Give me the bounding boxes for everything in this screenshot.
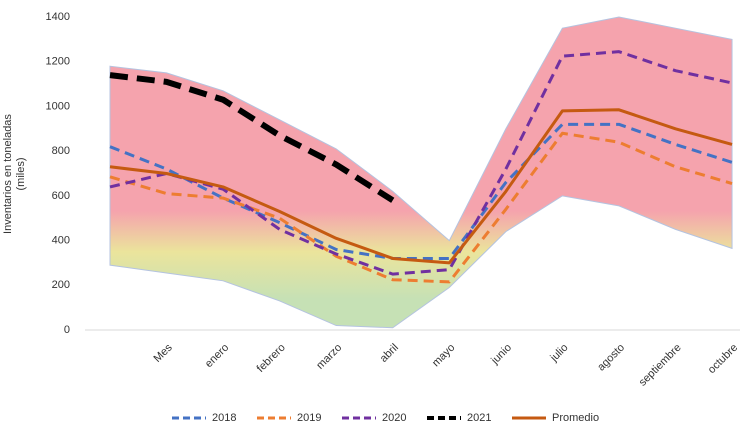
x-tick-label: Mes	[152, 341, 176, 365]
y-tick-label: 600	[52, 190, 70, 202]
legend-label: 2018	[212, 412, 236, 424]
y-tick-label: 1200	[46, 56, 70, 68]
y-axis-label: Inventarios en toneladas(miles)	[2, 114, 27, 234]
x-tick-label: mayo	[430, 342, 458, 370]
x-tick-label: octubre	[706, 342, 740, 376]
y-axis-label-line: (miles)	[15, 158, 27, 191]
series-line	[109, 72, 395, 203]
x-tick-label: septiembre	[637, 342, 684, 389]
y-tick-label: 1000	[46, 100, 70, 112]
legend-label: Promedio	[552, 412, 599, 424]
y-tick-label: 0	[64, 324, 70, 336]
x-tick-label: marzo	[314, 342, 344, 372]
x-tick-label: febrero	[255, 342, 288, 375]
y-axis-label-line: Inventarios en toneladas	[2, 114, 14, 234]
series-line	[109, 50, 733, 276]
series-line	[109, 108, 733, 265]
y-tick-label: 1400	[46, 11, 70, 23]
series-line	[109, 131, 733, 284]
x-tick-label: agosto	[595, 342, 627, 374]
legend-label: 2019	[297, 412, 321, 424]
legend-label: 2020	[382, 412, 406, 424]
x-tick-label: julio	[548, 342, 571, 365]
x-tick-label: junio	[488, 342, 514, 368]
y-tick-label: 200	[52, 279, 70, 291]
x-tick-label: enero	[203, 342, 231, 370]
y-tick-label: 800	[52, 145, 70, 157]
y-tick-label: 400	[52, 234, 70, 246]
legend-label: 2021	[467, 412, 491, 424]
series-line	[109, 122, 733, 260]
x-tick-label: abril	[378, 342, 401, 365]
range-band	[109, 16, 733, 329]
